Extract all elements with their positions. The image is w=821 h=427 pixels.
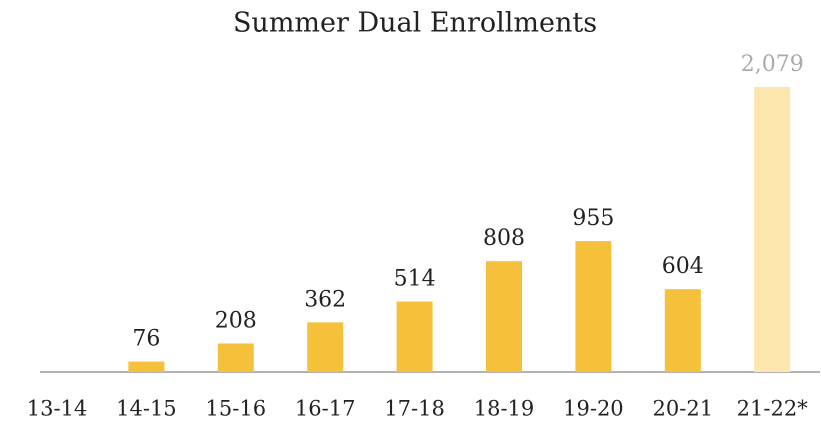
bar bbox=[754, 87, 791, 372]
x-tick-label: 19-20 bbox=[563, 397, 624, 421]
value-label: 514 bbox=[394, 267, 436, 292]
bar bbox=[307, 322, 344, 372]
x-tick-label: 17-18 bbox=[384, 397, 445, 421]
value-label: 76 bbox=[132, 327, 160, 352]
x-tick-label: 16-17 bbox=[295, 397, 356, 421]
x-tick-label: 20-21 bbox=[653, 397, 714, 421]
x-tick-label: 18-19 bbox=[474, 397, 535, 421]
bar bbox=[128, 361, 165, 372]
value-label: 808 bbox=[483, 226, 525, 251]
value-label: 2,079 bbox=[741, 52, 804, 77]
bar bbox=[575, 241, 612, 372]
chart-title: Summer Dual Enrollments bbox=[233, 8, 597, 39]
x-tick-label: 15-16 bbox=[206, 397, 267, 421]
x-tick-label: 13-14 bbox=[27, 397, 88, 421]
x-tick-label: 14-15 bbox=[116, 397, 177, 421]
value-label: 208 bbox=[215, 308, 257, 333]
bar bbox=[486, 261, 522, 372]
x-tick-label: 21-22* bbox=[737, 397, 809, 421]
value-label: 604 bbox=[662, 254, 704, 279]
bar bbox=[217, 343, 254, 372]
value-label: 955 bbox=[572, 206, 614, 231]
bar bbox=[396, 301, 433, 372]
value-label: 362 bbox=[304, 287, 346, 312]
bar bbox=[664, 289, 701, 372]
